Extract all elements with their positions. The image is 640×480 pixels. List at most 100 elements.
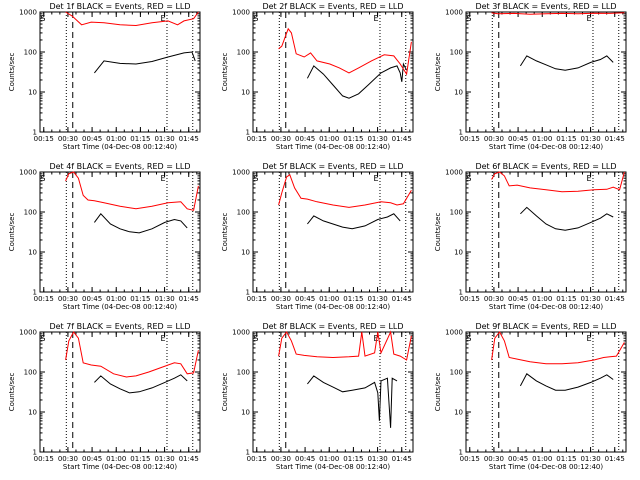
x-tick-label: 01:30	[580, 455, 600, 463]
x-tick-label: 00:30	[271, 295, 291, 303]
x-tick-label: 01:15	[343, 295, 363, 303]
x-tick-label: 00:45	[508, 135, 528, 143]
x-tick-label: 01:45	[392, 295, 412, 303]
end-marker: E	[586, 174, 591, 183]
x-axis-label: Start Time (04-Dec-08 00:12:40)	[276, 143, 390, 151]
x-tick-label: 01:00	[319, 295, 339, 303]
y-axis-label: Counts/sec	[8, 53, 16, 92]
x-tick-label: 00:15	[34, 295, 54, 303]
panel-2: Det 2f BLACK = Events, RED = LLD 1 10 100 10…	[221, 2, 414, 151]
y-tick-label: 10	[28, 89, 37, 97]
lld-series-line	[65, 331, 199, 378]
x-tick-label: 00:15	[247, 455, 267, 463]
y-tick-label: 100	[237, 209, 250, 217]
x-tick-label: 01:15	[556, 455, 576, 463]
plot-frame	[252, 11, 414, 133]
x-tick-label: 01:15	[130, 455, 150, 463]
events-series-line	[520, 206, 614, 231]
y-axis-label: Counts/sec	[434, 53, 442, 92]
y-tick-label: 1000	[232, 9, 250, 17]
end-marker: E	[160, 14, 165, 23]
x-tick-label: 01:00	[319, 455, 339, 463]
lld-series-line	[278, 330, 412, 361]
y-axis-label: Counts/sec	[8, 213, 16, 252]
x-tick-label: 01:30	[154, 455, 174, 463]
x-tick-label: 00:30	[484, 295, 504, 303]
x-tick-label: 00:45	[508, 455, 528, 463]
events-series-line	[307, 375, 398, 428]
y-tick-label: 10	[454, 249, 463, 257]
x-tick-label: 01:45	[392, 455, 412, 463]
x-tick-label: 01:30	[154, 295, 174, 303]
x-axis-label: Start Time (04-Dec-08 00:12:40)	[489, 143, 603, 151]
panel-5: Det 5f BLACK = Events, RED = LLD 1 10 100 10…	[221, 162, 414, 311]
panel-title: Det 5f BLACK = Events, RED = LLD	[262, 162, 403, 171]
x-tick-label: 01:45	[392, 135, 412, 143]
x-tick-label: 00:45	[295, 455, 315, 463]
x-tick-label: 01:15	[130, 295, 150, 303]
x-tick-label: 00:15	[34, 135, 54, 143]
panel-title: Det 6f BLACK = Events, RED = LLD	[475, 162, 616, 171]
y-tick-label: 10	[454, 89, 463, 97]
x-tick-label: 00:30	[484, 455, 504, 463]
x-tick-label: 00:30	[271, 455, 291, 463]
lld-series-line	[278, 27, 412, 76]
y-tick-label: 1	[459, 289, 463, 297]
x-tick-label: 01:45	[605, 295, 625, 303]
y-tick-label: 1	[459, 449, 463, 457]
y-tick-label: 100	[450, 49, 463, 57]
x-tick-label: 01:15	[343, 455, 363, 463]
y-tick-label: 10	[241, 249, 250, 257]
start-marker: S	[40, 14, 45, 23]
y-tick-label: 1	[33, 449, 37, 457]
x-tick-label: 01:45	[179, 135, 199, 143]
end-marker: E	[373, 174, 378, 183]
x-tick-label: 01:00	[106, 295, 126, 303]
x-tick-label: 00:30	[58, 295, 78, 303]
panel-1: Det 1f BLACK = Events, RED = LLD 1 10 100 10…	[8, 2, 201, 151]
y-tick-label: 1	[459, 129, 463, 137]
panel-title: Det 9f BLACK = Events, RED = LLD	[475, 322, 616, 331]
x-axis-label: Start Time (04-Dec-08 00:12:40)	[489, 303, 603, 311]
x-tick-label: 01:30	[367, 135, 387, 143]
start-marker: S	[40, 334, 45, 343]
y-tick-label: 1000	[19, 9, 37, 17]
plot-frame	[39, 171, 201, 293]
x-tick-label: 00:15	[460, 455, 480, 463]
lld-series-line	[491, 331, 625, 365]
start-marker: S	[466, 174, 471, 183]
end-marker: E	[586, 334, 591, 343]
x-tick-label: 00:30	[271, 135, 291, 143]
plot-frame	[39, 11, 201, 133]
y-tick-label: 1	[246, 289, 250, 297]
panel-8: Det 8f BLACK = Events, RED = LLD 1 10 100 10…	[221, 322, 414, 471]
x-tick-label: 01:30	[367, 455, 387, 463]
lld-series-line	[278, 174, 412, 208]
y-tick-label: 100	[450, 369, 463, 377]
x-tick-label: 00:45	[82, 455, 102, 463]
y-tick-label: 1000	[19, 329, 37, 337]
end-marker: E	[373, 14, 378, 23]
x-tick-label: 01:30	[580, 135, 600, 143]
x-tick-label: 00:15	[247, 135, 267, 143]
x-axis-label: Start Time (04-Dec-08 00:12:40)	[63, 463, 177, 471]
y-tick-label: 100	[24, 209, 37, 217]
x-tick-label: 01:15	[556, 135, 576, 143]
x-tick-label: 01:00	[532, 295, 552, 303]
panel-6: Det 6f BLACK = Events, RED = LLD 1 10 100 10…	[434, 162, 627, 311]
x-tick-label: 01:45	[605, 135, 625, 143]
x-tick-label: 00:30	[484, 135, 504, 143]
y-axis-label: Counts/sec	[221, 213, 229, 252]
x-tick-label: 01:30	[154, 135, 174, 143]
x-tick-label: 01:45	[179, 295, 199, 303]
events-series-line	[519, 373, 614, 391]
x-tick-label: 01:30	[580, 295, 600, 303]
y-tick-label: 100	[24, 49, 37, 57]
end-marker: E	[160, 334, 165, 343]
panel-title: Det 4f BLACK = Events, RED = LLD	[49, 162, 190, 171]
events-series-line	[94, 51, 196, 74]
panel-title: Det 1f BLACK = Events, RED = LLD	[49, 2, 190, 11]
start-marker: S	[466, 14, 471, 23]
end-marker: E	[160, 174, 165, 183]
x-axis-label: Start Time (04-Dec-08 00:12:40)	[276, 303, 390, 311]
